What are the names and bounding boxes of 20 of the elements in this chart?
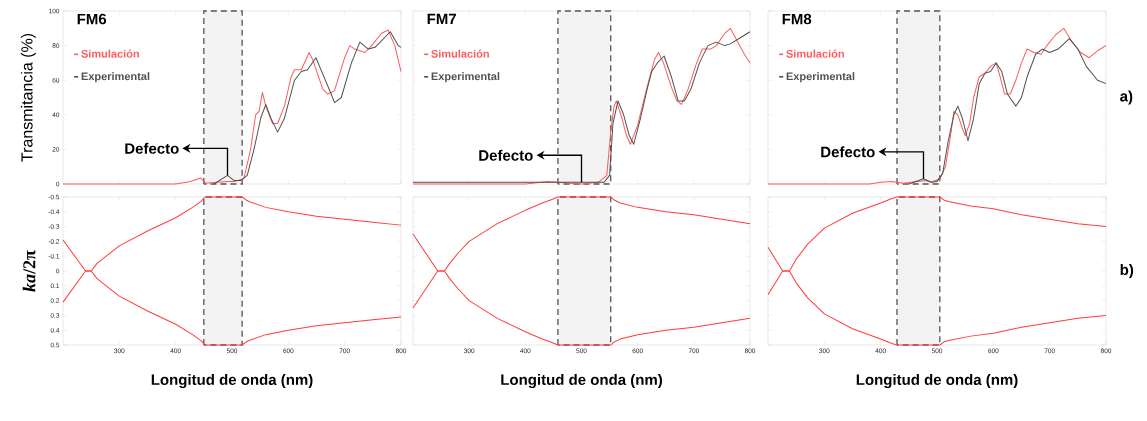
legend-label: Experimental — [786, 72, 855, 83]
text: b) — [1120, 264, 1134, 278]
legend-label: Experimental — [431, 72, 500, 83]
x-axis-title: Longitud de onda (nm) — [501, 374, 663, 389]
legend-label: Experimental — [81, 72, 150, 83]
legend-label: Simulación — [431, 49, 489, 58]
chart-title: FM6 — [77, 13, 107, 25]
annotation: Defecto — [125, 142, 179, 154]
legend-label: Simulación — [786, 49, 844, 58]
legend-label: Simulación — [81, 49, 139, 58]
line-series — [62, 29, 402, 185]
y-axis-title: Transmitancia (%) — [20, 33, 36, 162]
annotation: Defecto — [479, 149, 533, 161]
x-axis-title: Longitud de onda (nm) — [856, 374, 1018, 389]
annotation: Defecto — [821, 146, 875, 158]
y-axis-title: ka/2π — [22, 250, 36, 292]
chart-title: FM8 — [782, 13, 812, 25]
x-axis-title: Longitud de onda (nm) — [151, 374, 313, 389]
text: a) — [1120, 90, 1133, 105]
chart-title: FM7 — [427, 13, 456, 25]
